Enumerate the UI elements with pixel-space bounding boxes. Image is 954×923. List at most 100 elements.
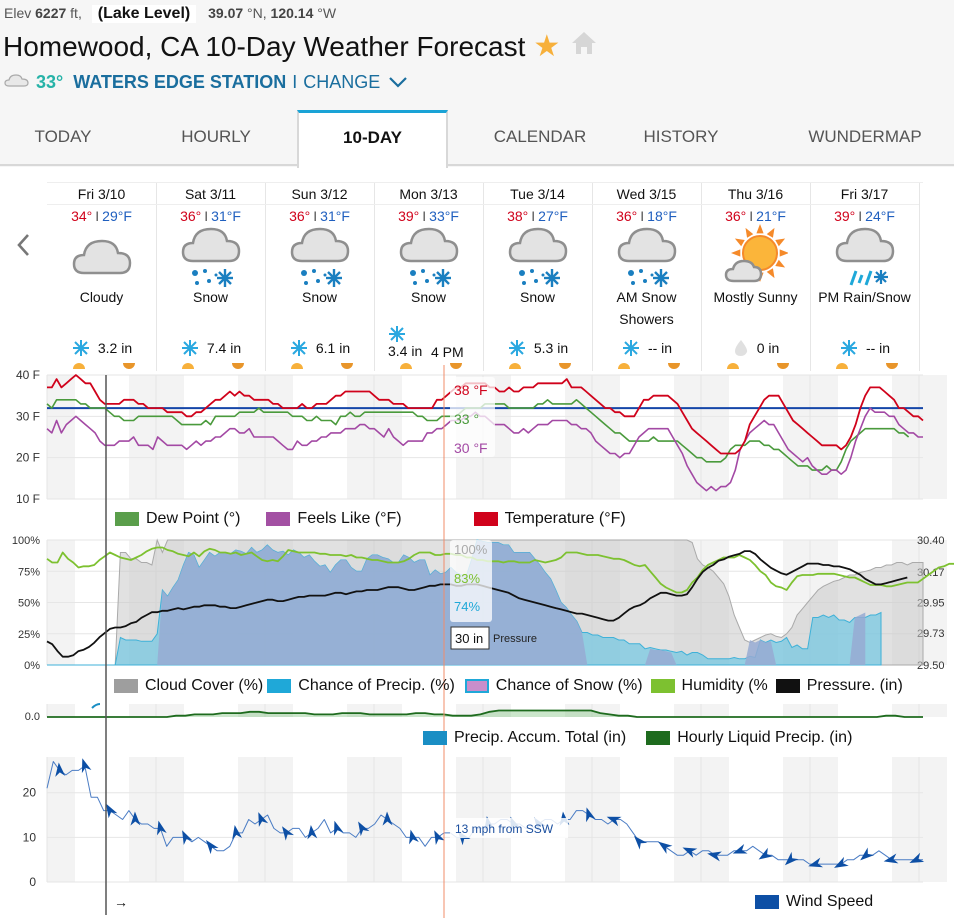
sunrise-icon [836, 363, 848, 369]
temp-chart-night-band [374, 375, 402, 499]
snowflake-icon [388, 325, 406, 343]
day-low: 24°F [865, 208, 895, 224]
day-hi-lo: 38° I 27°F [507, 208, 568, 224]
hover-tooltip-box [450, 377, 495, 457]
legend-feels-like[interactable]: Feels Like (°F) [266, 510, 402, 528]
wind-direction-arrow [409, 829, 419, 845]
day-condition: Snow [192, 289, 229, 305]
sun-markers [701, 363, 811, 371]
day-name: Fri 3/17 [810, 183, 919, 205]
day-card[interactable]: Tue 3/14 38° I 27°F Snow 5.3 in [483, 183, 593, 371]
legend-precip-accum[interactable]: Precip. Accum. Total (in) [423, 729, 626, 747]
snow-icon [483, 226, 592, 287]
day-precip-amount: -- in [647, 340, 673, 356]
hover-pressure-label: Pressure [493, 633, 537, 645]
sunset-icon [450, 363, 462, 369]
snowflake-icon [181, 339, 199, 357]
wind-direction-arrow [106, 803, 118, 819]
station-name[interactable]: WATERS EDGE STATION [73, 72, 287, 92]
location-meta: Elev 6227 ft, (Lake Level) 39.07 °N, 120… [4, 5, 336, 23]
temp-chart-night-band [783, 375, 810, 499]
precip-chart-night-band [156, 704, 184, 717]
temp-chart-night-band [347, 375, 374, 499]
favorite-star-icon[interactable]: ★ [533, 29, 561, 63]
legend-cloud-cover[interactable]: Cloud Cover (%) [114, 677, 263, 695]
legend-label: Feels Like (°F) [297, 510, 402, 527]
change-station-button[interactable]: CHANGE [303, 72, 381, 92]
forecast-charts[interactable]: 40 F30 F20 F10 F100%75%50%25%0%30.4030.1… [0, 365, 954, 923]
legend-humidity[interactable]: Humidity (% [650, 677, 768, 695]
day-card[interactable]: Mon 3/13 39° I 33°F Snow 3.4 in [374, 183, 484, 371]
legend-label: Pressure. (in) [806, 677, 903, 694]
previous-days-button[interactable] [14, 232, 32, 266]
day-card[interactable]: Sun 3/12 36° I 31°F Snow 6.1 in [265, 183, 375, 371]
day-card[interactable]: Sat 3/11 36° I 31°F Snow 7.4 in [156, 183, 266, 371]
tab-history[interactable]: HISTORY [643, 127, 719, 146]
sun-markers [592, 363, 702, 371]
day-hi-lo: 39° I 24°F [834, 208, 895, 224]
legend-label: Wind Speed [786, 893, 874, 910]
legend-dew-point[interactable]: Dew Point (°) [115, 510, 240, 528]
sunrise-icon [182, 363, 194, 369]
day-hi-lo: 36° I 31°F [289, 208, 350, 224]
day-condition: AM Snow Showers [616, 289, 677, 327]
sky-y-tick-left: 75% [18, 566, 40, 578]
legend-hourly-precip[interactable]: Hourly Liquid Precip. (in) [646, 729, 852, 747]
sunset-icon [886, 363, 898, 369]
day-precip-amount: 3.2 in [97, 340, 133, 356]
page-header: Elev 6227 ft, (Lake Level) 39.07 °N, 120… [0, 0, 954, 167]
legend-pressure[interactable]: Pressure. (in) [775, 677, 903, 695]
day-condition: PM Rain/Snow [818, 289, 911, 305]
sky-y-tick-left: 0% [24, 660, 40, 672]
hover-chance-precip: 74% [454, 599, 480, 614]
legend-temperature[interactable]: Temperature (°F) [473, 510, 626, 528]
day-card[interactable]: Fri 3/10 34° I 29°F Cloudy 3.2 in [47, 183, 157, 371]
temp-chart-night-band [156, 375, 184, 499]
legend-wind-speed[interactable]: Wind Speed [755, 893, 873, 911]
day-card[interactable]: Wed 3/15 36° I 18°F AM Snow Showers -- in [592, 183, 702, 371]
tab-today[interactable]: TODAY [34, 127, 92, 146]
sky-y-tick-right: 29.73 [917, 628, 945, 640]
chevron-left-icon[interactable] [14, 232, 32, 258]
day-low: 21°F [756, 208, 786, 224]
tab-hourly[interactable]: HOURLY [181, 127, 251, 146]
day-precip-amount-row: -- in [810, 339, 920, 357]
wind-direction-arrow [307, 824, 318, 840]
tab-wundermap[interactable]: WUNDERMAP [808, 127, 922, 146]
legend-label: Precip. Accum. Total (in) [454, 729, 627, 746]
day-hi-lo: 39° I 33°F [398, 208, 459, 224]
temp-chart-night-band [47, 375, 75, 499]
wind-direction-arrow [860, 847, 875, 861]
tab-calendar[interactable]: CALENDAR [493, 127, 587, 146]
wind-direction-arrow [81, 758, 92, 774]
hover-humidity: 83% [454, 571, 480, 586]
tab-10-day[interactable]: 10-DAY [297, 110, 448, 168]
wind-direction-arrow [205, 839, 219, 855]
sky-y-tick-right: 29.50 [917, 660, 945, 672]
day-precip-amount-row: 6.1 in [265, 339, 375, 357]
sunset-icon [559, 363, 571, 369]
day-precip-amount: 0 in [756, 340, 780, 356]
sunset-icon [232, 363, 244, 369]
day-card[interactable]: Thu 3/16 36° I 21°F Mostly Sunny 0 in [701, 183, 811, 371]
sky-y-tick-left: 25% [18, 629, 40, 641]
precip-chart-night-band [674, 704, 701, 717]
legend-chance-snow[interactable]: Chance of Snow (%) [464, 677, 643, 695]
home-icon[interactable] [570, 30, 598, 63]
day-name: Sat 3/11 [156, 183, 265, 205]
day-precip-amount: 3.4 in [388, 343, 423, 359]
temp-chart-night-band [592, 375, 620, 499]
wind-direction-arrow [883, 853, 899, 864]
wind-chart-night-band [156, 757, 184, 882]
cloudy-icon [47, 226, 156, 286]
day-low: 33°F [429, 208, 459, 224]
chevron-down-icon[interactable] [388, 72, 408, 93]
sunrise-icon [509, 363, 521, 369]
legend-chance-precip[interactable]: Chance of Precip. (%) [267, 677, 455, 695]
day-card[interactable]: Fri 3/17 39° I 24°F PM Rain/Snow -- in [810, 183, 920, 371]
wind-chart-night-band [892, 757, 919, 882]
day-hi-lo: 36° I 31°F [180, 208, 241, 224]
latitude-unit: °N, [247, 5, 267, 21]
legend-label: Cloud Cover (%) [145, 677, 264, 694]
precip-chart-night-band [129, 704, 156, 717]
